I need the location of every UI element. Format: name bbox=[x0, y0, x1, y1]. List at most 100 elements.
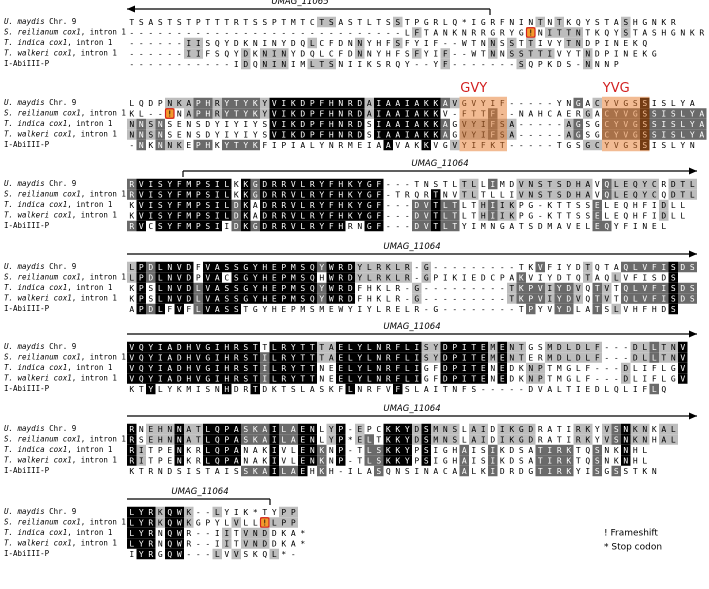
residue: D bbox=[234, 39, 239, 48]
residue: R bbox=[395, 284, 400, 293]
residue-shade bbox=[203, 199, 213, 211]
residue-shade bbox=[203, 444, 213, 456]
residue: K bbox=[433, 110, 438, 119]
residue-shade bbox=[649, 383, 659, 395]
residue-shade bbox=[678, 341, 688, 353]
residue: G bbox=[205, 364, 210, 373]
residue: A bbox=[234, 446, 239, 455]
residue-shade bbox=[583, 272, 593, 283]
residue: T bbox=[519, 222, 524, 231]
residue-shade bbox=[345, 362, 355, 374]
residue-shade bbox=[231, 272, 241, 283]
residue: K bbox=[177, 385, 182, 394]
residue: - bbox=[386, 201, 391, 210]
residue-shade bbox=[630, 434, 640, 445]
residue: L bbox=[158, 305, 163, 314]
residue-shade bbox=[450, 220, 460, 232]
residue: A bbox=[148, 18, 153, 27]
residue-shade bbox=[393, 261, 403, 273]
residue: A bbox=[186, 99, 191, 108]
residue-shade bbox=[231, 373, 241, 384]
residue-shade bbox=[440, 423, 450, 435]
residue-shade bbox=[564, 303, 574, 315]
residue: D bbox=[443, 375, 448, 384]
residue: P bbox=[433, 274, 438, 283]
residue: - bbox=[205, 540, 210, 549]
residue-shade bbox=[269, 423, 279, 435]
residue: D bbox=[595, 385, 600, 394]
residue: D bbox=[243, 60, 248, 69]
residue: Y bbox=[139, 508, 144, 517]
residue: V bbox=[205, 305, 210, 314]
residue: Y bbox=[253, 274, 258, 283]
residue: - bbox=[452, 110, 457, 119]
residue: H bbox=[329, 110, 334, 119]
residue: L bbox=[376, 305, 381, 314]
residue: T bbox=[519, 305, 524, 314]
species-italic: T. indica cox1 bbox=[4, 283, 67, 292]
residue: R bbox=[215, 99, 220, 108]
residue-shade bbox=[250, 465, 260, 477]
residue: K bbox=[481, 467, 486, 476]
residue-shade bbox=[336, 444, 346, 456]
residue-shade bbox=[222, 434, 232, 445]
residue-shade bbox=[355, 272, 365, 283]
residue: I bbox=[215, 343, 220, 352]
residue: - bbox=[595, 364, 600, 373]
residue-shade bbox=[317, 129, 327, 140]
residue-shade bbox=[155, 517, 165, 528]
residue: I bbox=[414, 467, 419, 476]
residue: R bbox=[310, 201, 315, 210]
residue: D bbox=[661, 212, 666, 221]
residue: T bbox=[462, 180, 467, 189]
residue: V bbox=[139, 212, 144, 221]
residue: Y bbox=[367, 39, 372, 48]
residue: K bbox=[386, 274, 391, 283]
residue: T bbox=[452, 222, 457, 231]
residue: K bbox=[433, 120, 438, 129]
residue-shade bbox=[659, 282, 669, 294]
residue-shade bbox=[488, 455, 498, 466]
residue: - bbox=[452, 50, 457, 59]
residue: F bbox=[329, 222, 334, 231]
residue: N bbox=[139, 131, 144, 140]
residue: L bbox=[443, 212, 448, 221]
residue-shade bbox=[326, 282, 336, 294]
residue-shade bbox=[279, 341, 289, 353]
residue: - bbox=[148, 110, 153, 119]
residue: H bbox=[186, 375, 191, 384]
residue: P bbox=[224, 425, 229, 434]
residue: G bbox=[519, 436, 524, 445]
residue: G bbox=[243, 274, 248, 283]
species-italic: T. walkeri cox1 bbox=[4, 49, 72, 58]
residue: T bbox=[395, 191, 400, 200]
residue: R bbox=[281, 201, 286, 210]
residue: A bbox=[595, 110, 600, 119]
residue: A bbox=[167, 375, 172, 384]
residue-shade bbox=[640, 423, 650, 435]
residue: L bbox=[671, 436, 676, 445]
residue-shade bbox=[554, 341, 564, 353]
residue: A bbox=[661, 436, 666, 445]
residue: Q bbox=[167, 529, 172, 538]
species-label: I-AbiIII-P bbox=[4, 221, 50, 230]
residue: N bbox=[509, 354, 514, 363]
species-label: T. walkeri cox1, intron 1 bbox=[4, 294, 117, 303]
residue: T bbox=[538, 457, 543, 466]
residue: - bbox=[481, 295, 486, 304]
residue-shade bbox=[231, 261, 241, 273]
residue-shade bbox=[155, 261, 165, 273]
residue: I bbox=[215, 354, 220, 363]
residue-shade bbox=[241, 538, 251, 549]
residue: H bbox=[538, 110, 543, 119]
residue: K bbox=[424, 120, 429, 129]
residue-shade bbox=[146, 303, 156, 315]
residue: E bbox=[338, 375, 343, 384]
residue-shade bbox=[412, 341, 422, 353]
residue-shade bbox=[345, 373, 355, 384]
residue: P bbox=[367, 425, 372, 434]
residue-shade bbox=[421, 455, 431, 466]
residue: E bbox=[300, 457, 305, 466]
residue-shade bbox=[526, 189, 536, 200]
residue-shade bbox=[326, 129, 336, 140]
